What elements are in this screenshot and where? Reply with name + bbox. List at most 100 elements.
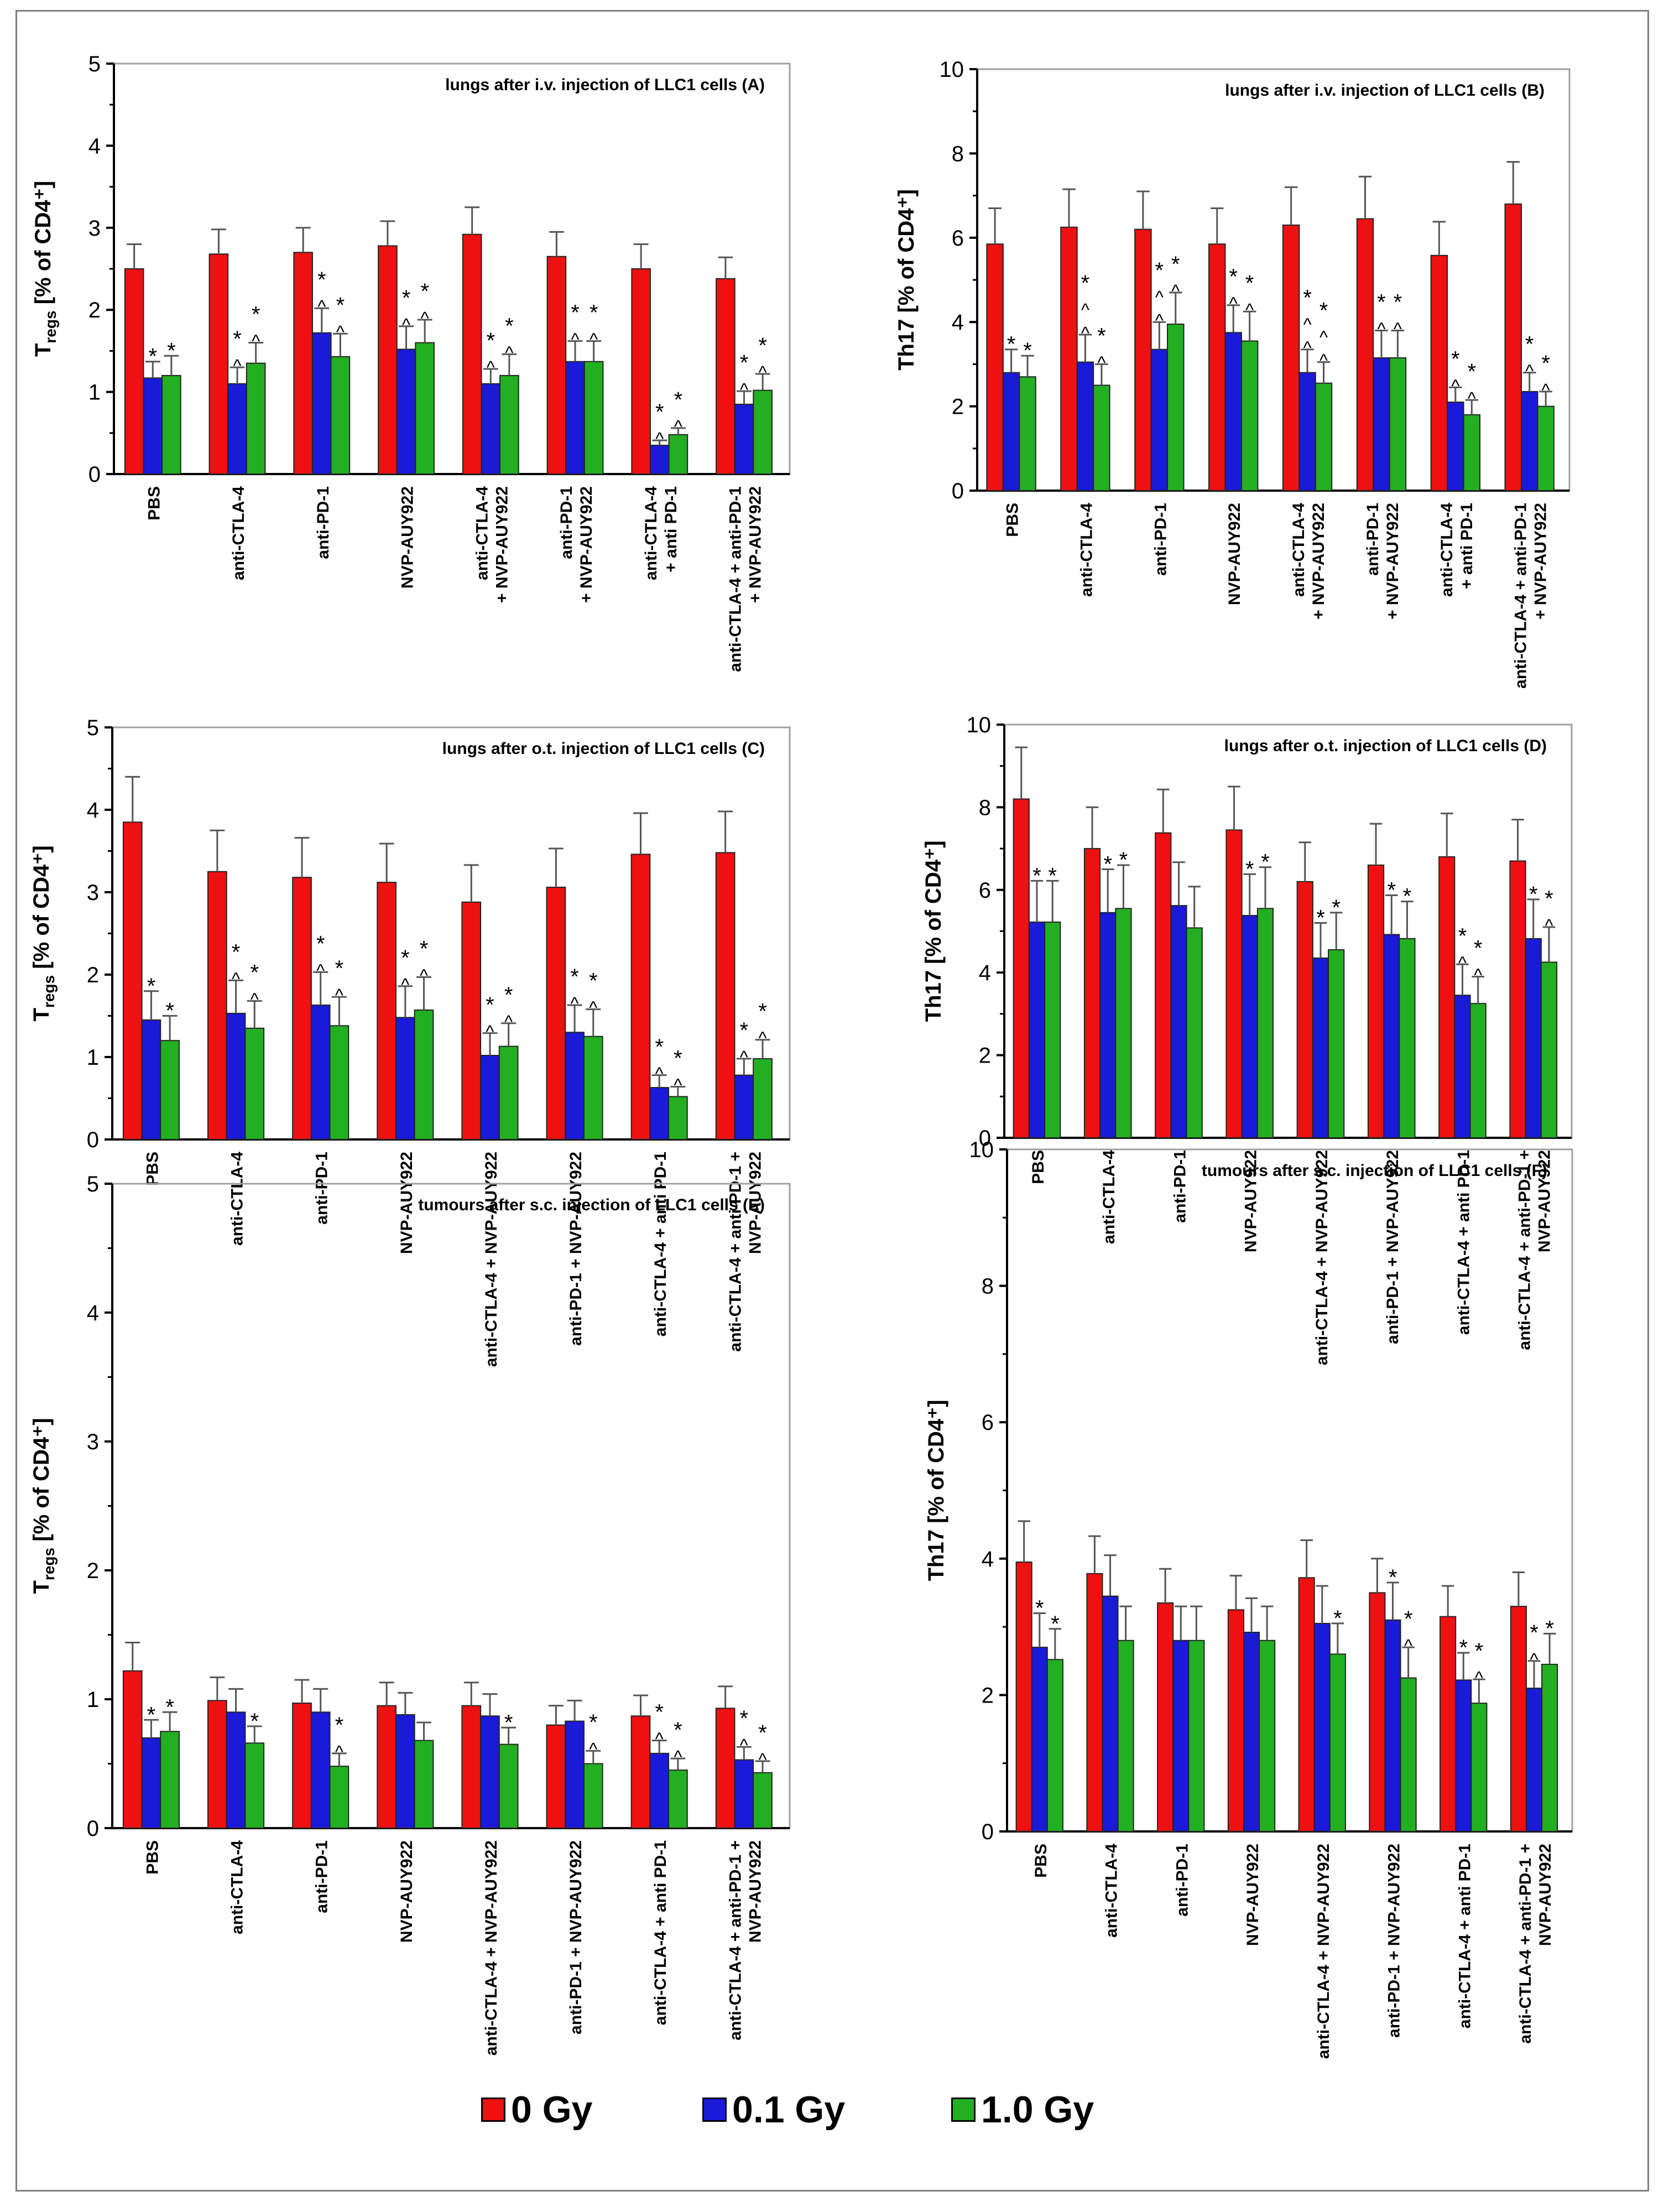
significance-asterisk: * (1530, 1621, 1538, 1645)
y-axis-label: Th17 [% of CD4⁺] (921, 841, 946, 1022)
y-tick-label: 0 (952, 479, 964, 503)
bar-0gy (1208, 243, 1226, 491)
significance-asterisk: * (674, 1718, 682, 1742)
bar-01gy (1454, 995, 1471, 1139)
y-tick-label: 1 (87, 1688, 99, 1712)
bar-01gy (1447, 401, 1464, 491)
category-label: anti-PD-1 (314, 486, 332, 559)
bar-0gy (377, 1705, 397, 1829)
significance-asterisk: * (1245, 857, 1254, 881)
significance-asterisk: * (1475, 1639, 1484, 1663)
category-label: anti-PD-1 + NVP-AUY922 (1384, 1150, 1402, 1344)
category-label: anti-CTLA-4 + anti PD-1 (1456, 1844, 1474, 2028)
significance-caret: ^ (316, 961, 325, 981)
significance-caret: ^ (758, 1750, 766, 1769)
y-tick-label: 0 (87, 1128, 99, 1152)
significance-asterisk: * (1023, 339, 1032, 363)
bar-0gy (1060, 226, 1078, 491)
bar-01gy (565, 361, 585, 475)
significance-caret: ^ (674, 417, 682, 436)
bar-10gy (330, 356, 351, 475)
bar-0gy (1157, 1602, 1174, 1833)
y-label-main: T (29, 1580, 54, 1594)
significance-caret: ^ (336, 322, 345, 342)
bar-0gy (292, 877, 312, 1141)
significance-asterisk: * (1081, 271, 1090, 295)
bar-10gy (1117, 1640, 1134, 1832)
significance-asterisk: * (167, 339, 176, 363)
bar-01gy (649, 1752, 670, 1829)
significance-asterisk: * (504, 1710, 513, 1735)
y-tick-label: 5 (88, 52, 101, 76)
significance-asterisk: * (486, 993, 494, 1017)
bar-0gy (1282, 224, 1300, 491)
bar-01gy (1525, 938, 1542, 1139)
significance-asterisk: * (335, 1713, 344, 1737)
significance-caret: ^ (1081, 323, 1089, 343)
bar-0gy (122, 1670, 143, 1829)
significance-caret: ^ (505, 342, 513, 362)
y-tick-label: 6 (979, 878, 991, 903)
category-label: PBS (145, 486, 163, 521)
bar-01gy (310, 1004, 331, 1140)
bar-10gy (329, 1766, 350, 1829)
significance-caret: ^ (758, 1028, 766, 1048)
y-tick-label: 4 (87, 1301, 99, 1325)
significance-caret: ^ (317, 296, 326, 316)
category-label: NVP-AUY922 (1244, 1844, 1262, 1946)
category-label: anti-PD-1 (1364, 503, 1382, 576)
category-label: NVP-AUY922 (1536, 1150, 1554, 1252)
bar-01gy (734, 1074, 754, 1141)
y-tick-label: 2 (979, 1044, 991, 1068)
category-label: NVP-AUY922 (1225, 503, 1244, 605)
significance-caret: ^ (1171, 281, 1180, 301)
y-tick-label: 4 (88, 134, 101, 158)
bar-0gy (1225, 829, 1243, 1138)
significance-caret: ^ (1229, 294, 1238, 314)
significance-asterisk: * (1316, 906, 1325, 930)
bar-0gy (292, 1702, 312, 1829)
significance-asterisk: * (1097, 324, 1106, 348)
y-tick-label: 2 (952, 395, 964, 419)
bar-0gy (377, 882, 397, 1140)
bar-0gy (1356, 218, 1374, 491)
bar-10gy (1019, 376, 1036, 492)
category-label: PBS (1029, 1150, 1047, 1184)
significance-asterisk: * (1032, 863, 1041, 888)
y-tick-label: 5 (87, 1172, 99, 1196)
significance-caret: ^ (1394, 319, 1402, 339)
bar-10gy (1093, 384, 1110, 491)
category-label: anti-PD-1 (1151, 503, 1170, 576)
bar-01gy (311, 332, 332, 475)
bar-10gy (583, 361, 604, 475)
legend-label-10gy: 1.0 Gy (981, 2089, 1094, 2131)
significance-caret: ^ (1155, 287, 1164, 307)
bar-10gy (1167, 324, 1185, 491)
significance-caret: ^ (1404, 1636, 1412, 1656)
bar-0gy (630, 853, 651, 1140)
significance-caret: ^ (740, 379, 748, 399)
significance-asterisk: * (1333, 1606, 1342, 1631)
category-label: anti-CTLA-4 + anti PD-1 (651, 1152, 670, 1336)
significance-asterisk: * (1103, 852, 1112, 876)
significance-asterisk: * (148, 345, 157, 369)
significance-asterisk: * (1048, 863, 1057, 888)
significance-asterisk: * (1545, 887, 1553, 911)
significance-asterisk: * (1458, 924, 1467, 948)
bar-0gy (1367, 864, 1385, 1138)
bar-01gy (1028, 922, 1046, 1139)
category-label: anti-CTLA-4 + NVP-AUY922 (482, 1840, 500, 2055)
significance-asterisk: * (1529, 882, 1538, 907)
bar-10gy (583, 1035, 603, 1140)
significance-caret: ^ (1545, 915, 1553, 935)
significance-asterisk: * (740, 1706, 749, 1731)
legend-item-01gy: 0.1 Gy (702, 2088, 845, 2131)
bar-10gy (1469, 1003, 1487, 1138)
bar-0gy (546, 1724, 566, 1829)
category-label: NVP-AUY922 (746, 1152, 764, 1254)
y-label-main: T (31, 343, 55, 357)
category-label: anti-PD-1 (1171, 1150, 1189, 1223)
bar-10gy (244, 1742, 265, 1829)
chart-panel-d: 0 2 4 6 8 10 Th17 [% of CD4⁺] lungs after o.t. … (921, 713, 1573, 1365)
category-label: anti-CTLA-4 + anti-PD-1 + (1516, 1844, 1535, 2044)
